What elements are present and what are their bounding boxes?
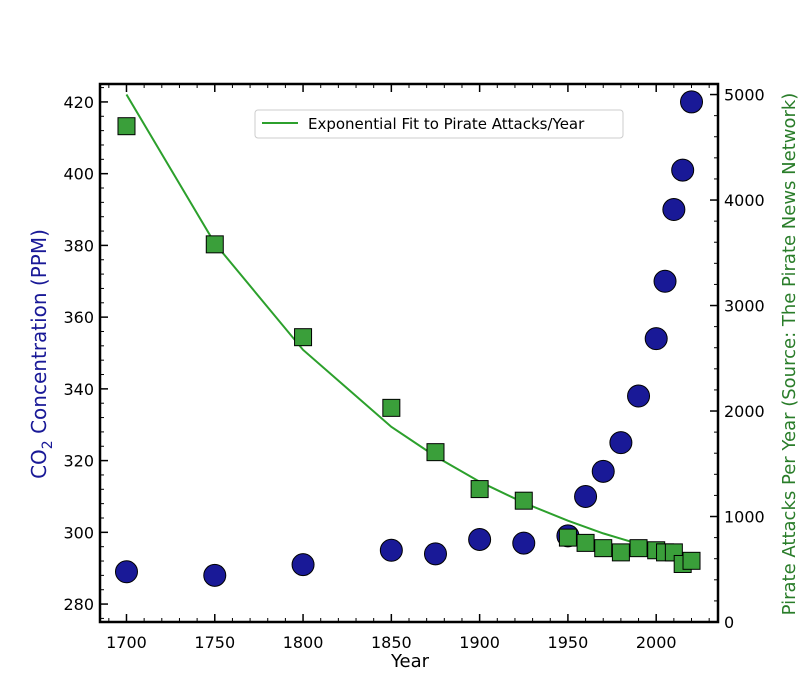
y-right-tick-label: 2000 bbox=[724, 402, 765, 421]
x-axis-label: Year bbox=[390, 651, 430, 672]
y-left-tick-label: 320 bbox=[63, 452, 94, 471]
co2-point bbox=[512, 531, 536, 555]
pirate-attack-point bbox=[682, 551, 701, 570]
legend-box bbox=[254, 109, 624, 139]
y-left-tick-label: 300 bbox=[63, 523, 94, 542]
pirate-attack-point bbox=[205, 235, 224, 254]
pirate-attack-point bbox=[558, 528, 577, 547]
co2-point bbox=[574, 484, 598, 508]
x-tick-label: 1750 bbox=[194, 633, 235, 652]
pirate-attack-point bbox=[426, 443, 445, 462]
co2-point bbox=[627, 384, 651, 408]
legend: Exponential Fit to Pirate Attacks/Year bbox=[254, 109, 624, 139]
co2-point bbox=[653, 269, 677, 293]
y-right-tick-label: 1000 bbox=[724, 508, 765, 527]
pirate-attack-point bbox=[594, 539, 613, 558]
y-left-tick-label: 280 bbox=[63, 595, 94, 614]
x-tick-label: 1900 bbox=[459, 633, 500, 652]
x-tick-label: 1800 bbox=[283, 633, 324, 652]
pirate-attack-point bbox=[576, 533, 595, 552]
co2-point bbox=[114, 560, 138, 584]
co2-point bbox=[468, 528, 492, 552]
y-left-label-subscript: 2 bbox=[40, 440, 56, 449]
y-right-tick-label: 4000 bbox=[724, 191, 765, 210]
y-left-label-prefix: CO bbox=[27, 449, 51, 479]
y-left-tick-label: 360 bbox=[63, 308, 94, 327]
co2-point bbox=[379, 538, 403, 562]
pirate-attack-point bbox=[382, 398, 401, 417]
y-axis-left-label: CO2 Concentration (PPM) bbox=[27, 229, 56, 479]
pirate-attack-point bbox=[294, 328, 313, 347]
fit-line bbox=[125, 94, 692, 559]
co2-point bbox=[591, 459, 615, 483]
co2-point bbox=[291, 553, 315, 577]
legend-label: Exponential Fit to Pirate Attacks/Year bbox=[308, 115, 585, 133]
pirate-attack-point bbox=[611, 543, 630, 562]
co2-point bbox=[203, 563, 227, 587]
y-right-tick-label: 3000 bbox=[724, 297, 765, 316]
y-left-tick-label: 380 bbox=[63, 236, 94, 255]
y-left-tick-label: 340 bbox=[63, 380, 94, 399]
co2-point bbox=[680, 90, 704, 114]
pirate-attack-point bbox=[629, 539, 648, 558]
y-right-tick-label: 5000 bbox=[724, 86, 765, 105]
y-right-tick-label: 0 bbox=[724, 613, 734, 632]
x-tick-label: 1700 bbox=[106, 633, 147, 652]
y-left-label-suffix: Concentration (PPM) bbox=[27, 229, 51, 440]
y-axis-right-label: Pirate Attacks Per Year (Source: The Pir… bbox=[779, 93, 800, 616]
x-tick-label: 1850 bbox=[371, 633, 412, 652]
y-left-tick-label: 400 bbox=[63, 165, 94, 184]
pirate-attack-point bbox=[470, 480, 489, 499]
plot-frame bbox=[98, 82, 720, 624]
x-tick-label: 2000 bbox=[636, 633, 677, 652]
co2-point bbox=[644, 327, 668, 351]
pirate-attack-point bbox=[117, 117, 136, 136]
pirate-attack-point bbox=[514, 491, 533, 510]
x-tick-label: 1950 bbox=[548, 633, 589, 652]
co2-point bbox=[662, 198, 686, 222]
y-left-tick-label: 420 bbox=[63, 93, 94, 112]
co2-point bbox=[671, 158, 695, 182]
co2-point bbox=[609, 431, 633, 455]
co2-point bbox=[423, 542, 447, 566]
